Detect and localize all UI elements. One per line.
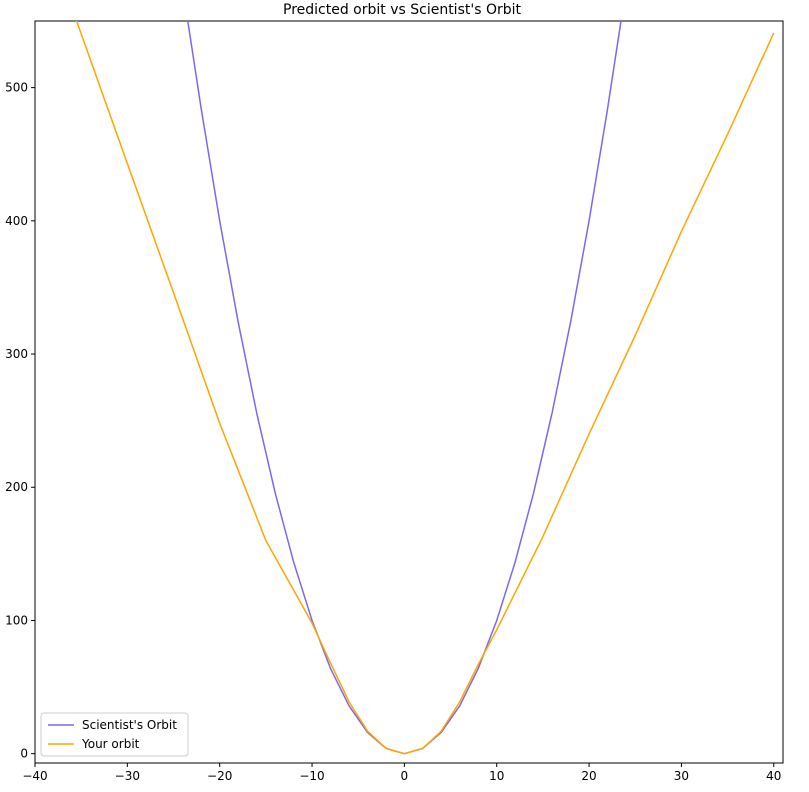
y-tick-label: 500	[5, 81, 28, 95]
y-axis-ticks: 0 100 200 300 400 500	[5, 81, 35, 761]
series-layer	[75, 21, 775, 755]
legend-label-scientists-orbit: Scientist's Orbit	[82, 718, 177, 732]
chart-title: Predicted orbit vs Scientist's Orbit	[283, 2, 522, 18]
x-tick-label: −10	[299, 769, 324, 783]
series-line-your-orbit	[75, 21, 775, 755]
x-tick-label: 20	[581, 769, 596, 783]
x-tick-label: −30	[115, 769, 140, 783]
y-tick-label: 400	[5, 214, 28, 228]
x-tick-label: 40	[766, 769, 781, 783]
y-tick-label: 300	[5, 347, 28, 361]
x-axis-ticks: −40 −30 −20 −10 0 10 20 30 40	[22, 763, 781, 783]
x-tick-label: 30	[674, 769, 689, 783]
legend: Scientist's Orbit Your orbit	[40, 712, 189, 757]
legend-label-your-orbit: Your orbit	[81, 737, 140, 751]
plot-area: −40 −30 −20 −10 0 10 20 30 40 0 100 200 300 400 500	[5, 20, 784, 783]
legend-box	[40, 712, 189, 757]
x-tick-label: −40	[22, 769, 47, 783]
y-tick-label: 0	[20, 747, 28, 761]
y-tick-label: 200	[5, 480, 28, 494]
axes-frame	[34, 20, 784, 764]
x-tick-label: 0	[401, 769, 409, 783]
x-tick-label: 10	[489, 769, 504, 783]
x-tick-label: −20	[207, 769, 232, 783]
y-tick-label: 100	[5, 613, 28, 627]
